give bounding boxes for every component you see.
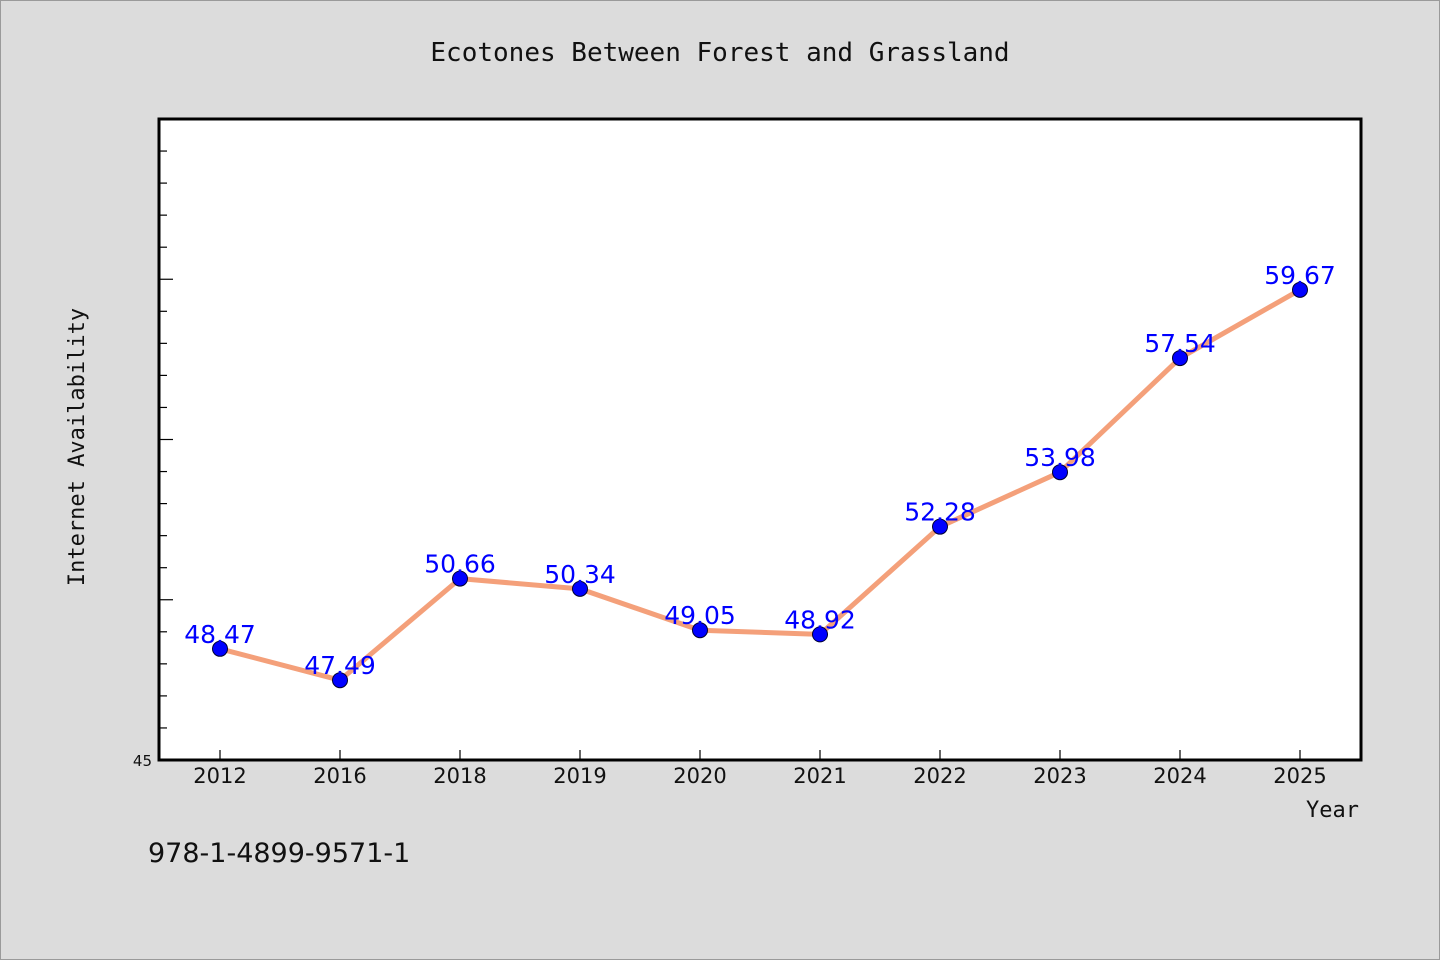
data-point (332, 672, 348, 689)
x-tick-label: 2023 (1033, 764, 1086, 788)
data-label: 59.67 (1264, 261, 1336, 290)
x-tick-label: 2016 (313, 764, 366, 788)
data-label: 49.05 (664, 601, 736, 630)
y-axis-label: Internet Availability (65, 308, 90, 586)
series-line (217, 287, 1303, 683)
data-point (932, 518, 948, 535)
data-label: 50.34 (544, 560, 616, 589)
data-label: 52.28 (904, 498, 976, 527)
x-tick-label: 2012 (193, 764, 246, 788)
x-tick-labels: 2012 2016 2018 2019 2020 2021 2022 2023 2024 2025 (193, 764, 1326, 788)
isbn-text: 978-1-4899-9571-1 (148, 838, 410, 869)
x-tick-label: 2019 (553, 764, 606, 788)
series-markers (212, 281, 1308, 689)
data-point (212, 640, 228, 657)
x-tick-label: 2020 (673, 764, 726, 788)
y-tick-label: 45 (133, 752, 152, 770)
data-label: 57.54 (1144, 329, 1216, 358)
data-point (1292, 281, 1308, 298)
x-tick-label: 2018 (433, 764, 486, 788)
data-point (1052, 464, 1068, 481)
chart-title: Ecotones Between Forest and Grassland (430, 38, 1009, 68)
data-label: 48.92 (784, 605, 856, 634)
data-labels: 48.47 47.49 50.66 50.34 49.05 48.92 52.28 53.98… (184, 261, 1336, 680)
x-tick-label: 2024 (1153, 764, 1206, 788)
data-label: 48.47 (184, 620, 256, 649)
data-point (572, 580, 588, 597)
data-point (1172, 350, 1188, 367)
data-point (452, 570, 468, 587)
y-axis-ticks (159, 150, 173, 761)
x-axis-ticks (219, 750, 1301, 760)
data-label: 50.66 (424, 550, 496, 579)
data-point (812, 626, 828, 643)
x-tick-label: 2022 (913, 764, 966, 788)
x-tick-label: 2025 (1273, 764, 1326, 788)
data-label: 47.49 (304, 651, 376, 680)
x-tick-label: 2021 (793, 764, 846, 788)
x-axis-label: Year (1306, 798, 1359, 823)
data-label: 53.98 (1024, 443, 1096, 472)
data-point (692, 622, 708, 639)
plot-area (157, 117, 1363, 762)
